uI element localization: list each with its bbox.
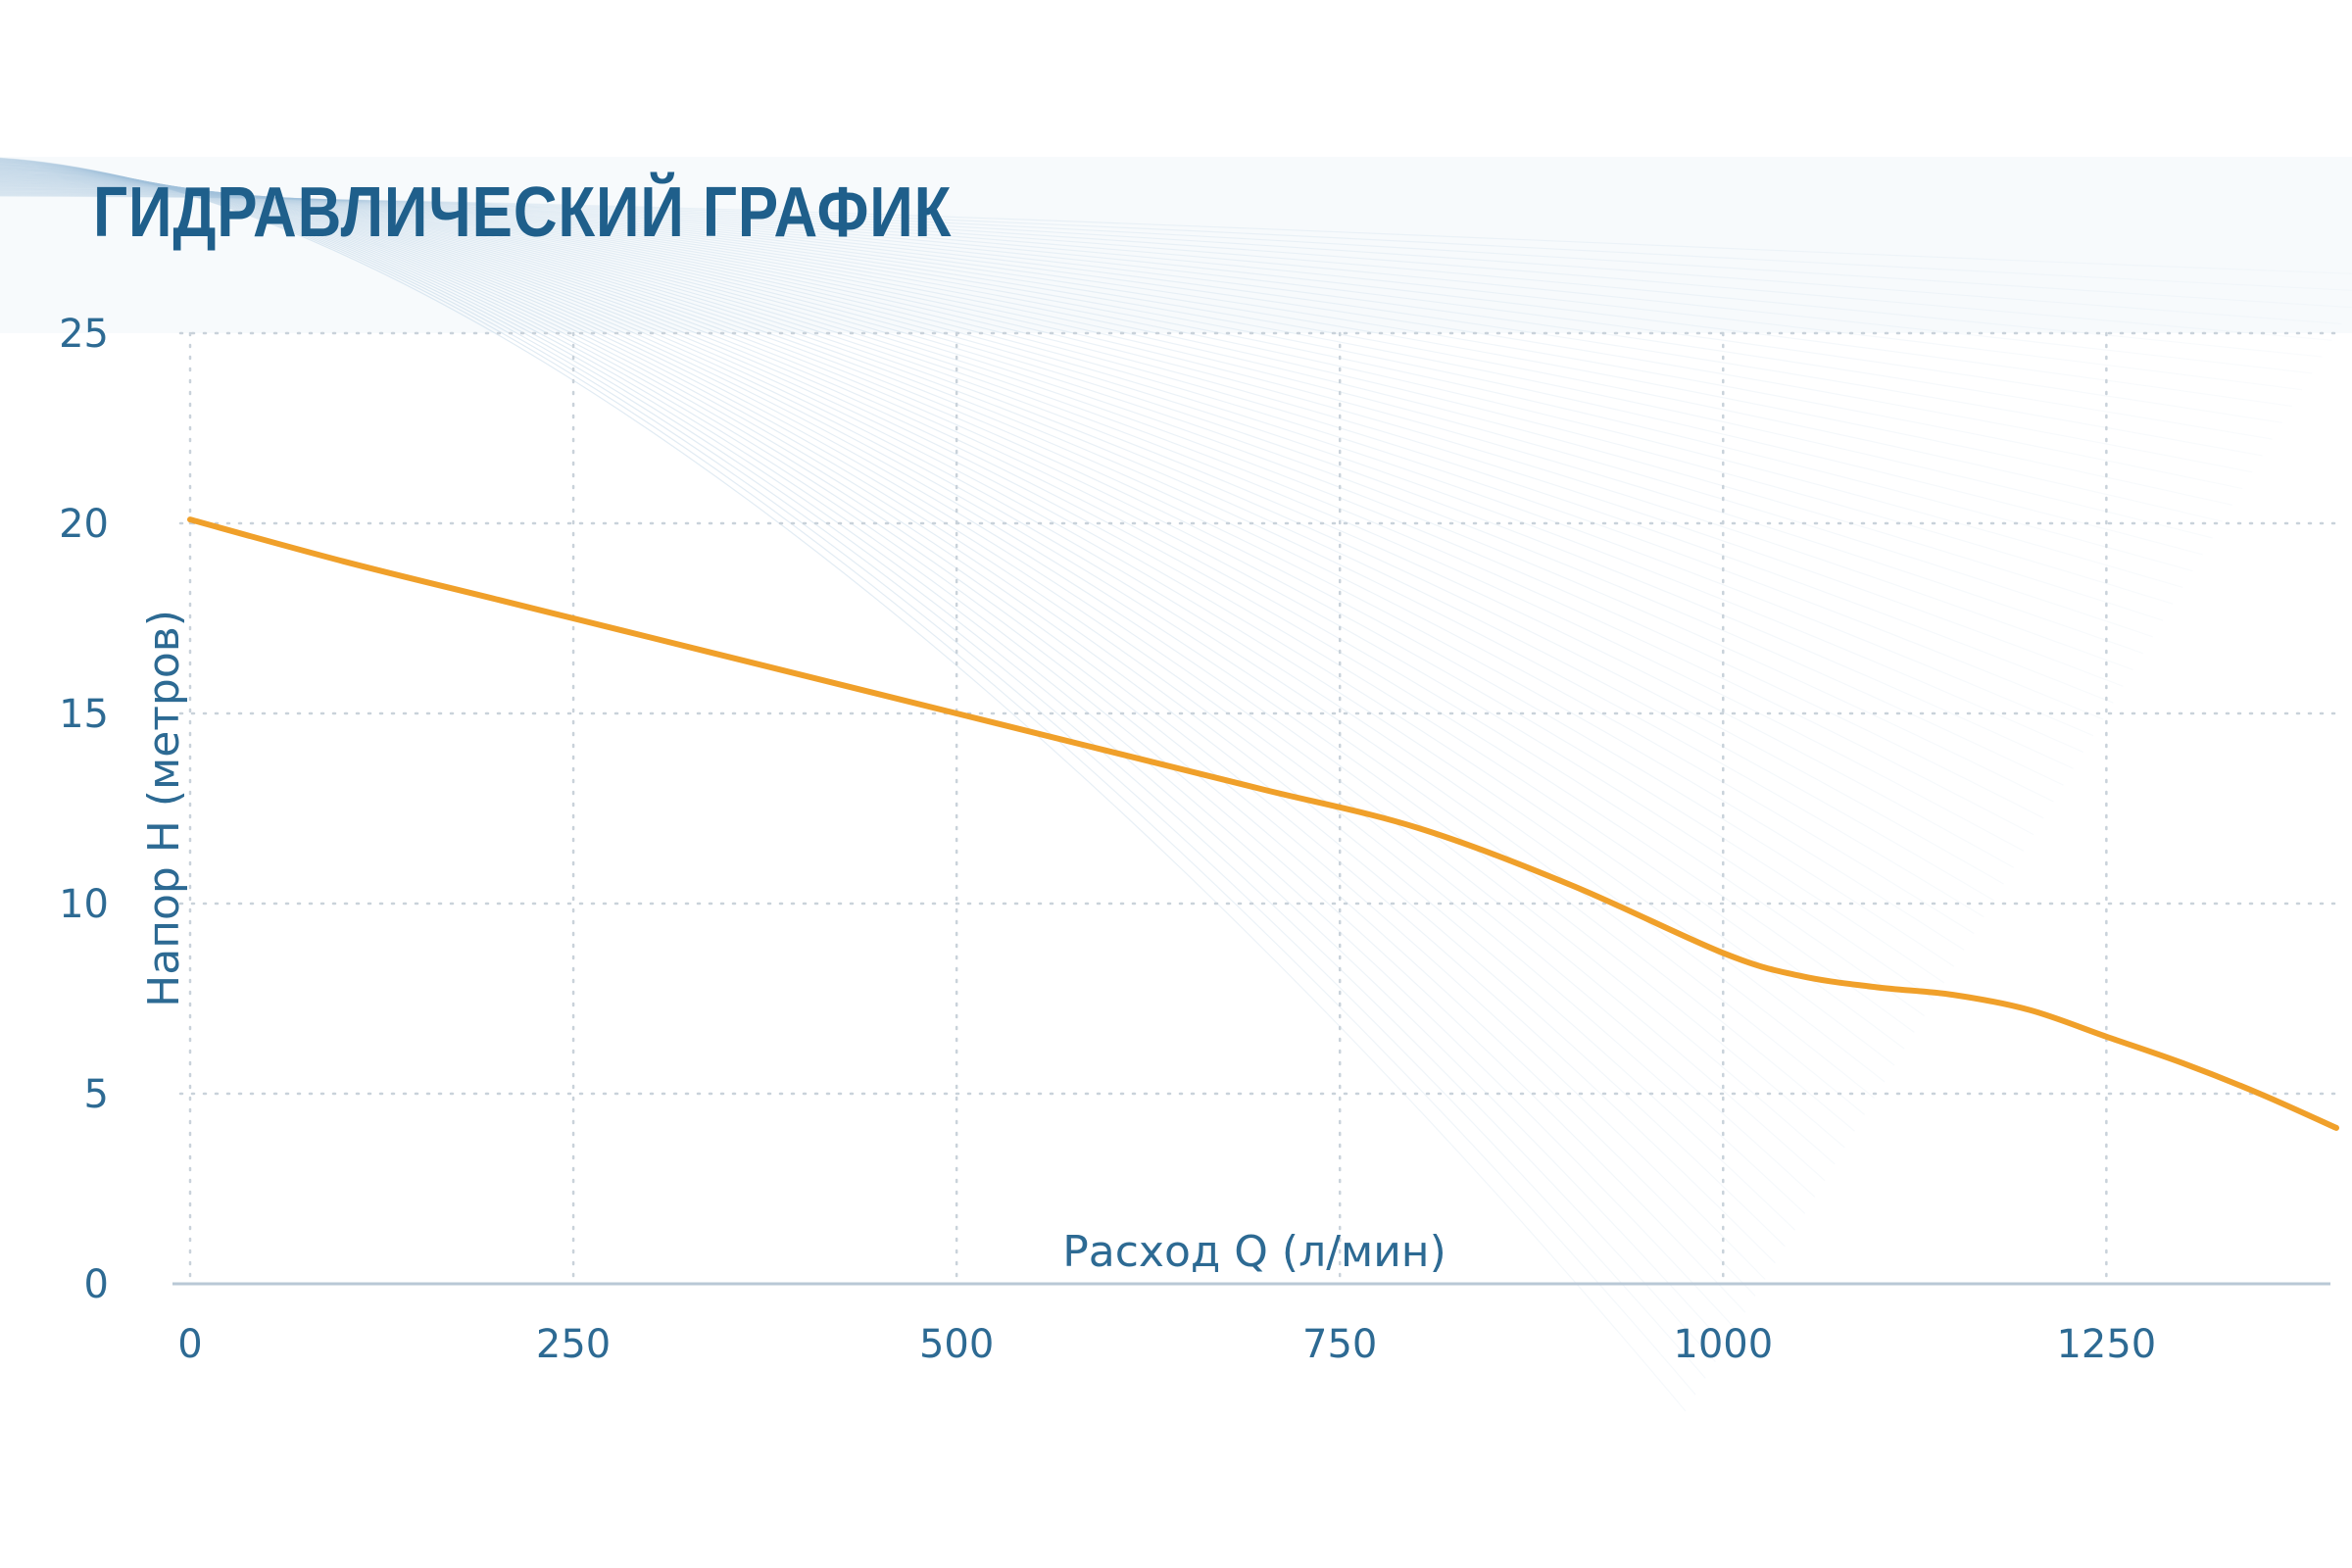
series — [187, 516, 2339, 1131]
chart-title: ГИДРАВЛИЧЕСКИЙ ГРАФИК — [93, 173, 953, 252]
x-tick-label: 250 — [536, 1322, 611, 1367]
series-line — [187, 516, 2339, 1131]
y-tick-label: 20 — [59, 502, 109, 547]
y-tick-label: 0 — [84, 1262, 109, 1307]
y-tick-label: 15 — [59, 692, 109, 737]
x-tick-label: 1250 — [2056, 1322, 2156, 1367]
y-tick-label: 5 — [84, 1072, 109, 1117]
y-tick-label: 25 — [59, 312, 109, 357]
y-axis-label: Напор Н (метров) — [139, 610, 189, 1007]
x-tick-label: 750 — [1302, 1322, 1377, 1367]
x-tick-label: 1000 — [1673, 1322, 1773, 1367]
wave-line — [0, 195, 2352, 274]
labels: Расход Q (л/мин) Напор Н (метров) 0 5 10 15… — [59, 312, 2156, 1367]
y-tick-label: 10 — [59, 882, 109, 927]
x-tick-label: 500 — [919, 1322, 994, 1367]
x-tick-label: 0 — [177, 1322, 202, 1367]
x-axis-label: Расход Q (л/мин) — [1062, 1227, 1446, 1277]
grid — [178, 331, 2344, 1286]
